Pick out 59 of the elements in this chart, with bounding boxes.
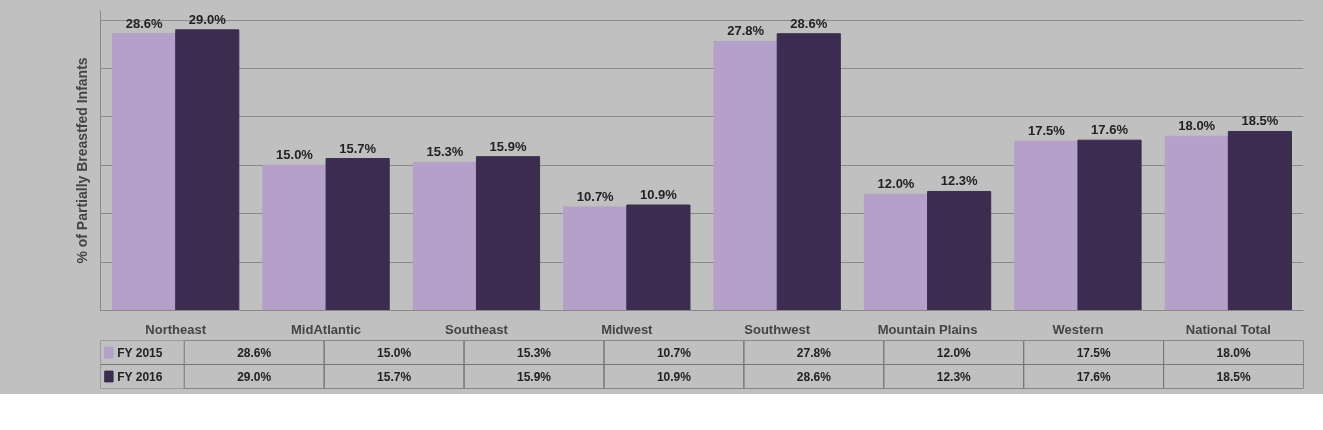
data-label: 28.6% bbox=[790, 15, 828, 31]
text: 12.3% bbox=[936, 369, 971, 384]
bar bbox=[475, 156, 541, 311]
data-label: 15.9% bbox=[489, 138, 527, 154]
bar bbox=[626, 204, 691, 311]
text: 10.9% bbox=[656, 369, 691, 384]
bar bbox=[863, 193, 929, 311]
data-label: 17.6% bbox=[1091, 122, 1129, 138]
data-label: 28.6% bbox=[125, 15, 163, 31]
x-tick-label: Southwest bbox=[744, 321, 811, 337]
bar bbox=[713, 40, 778, 311]
data-label: 15.3% bbox=[426, 144, 464, 160]
bar bbox=[927, 190, 992, 311]
bar bbox=[1014, 140, 1079, 311]
x-tick-label: Mountain Plains bbox=[877, 321, 978, 337]
text: 29.0% bbox=[237, 369, 272, 384]
text: 15.3% bbox=[516, 345, 552, 360]
text: 15.9% bbox=[516, 369, 552, 384]
bar bbox=[563, 206, 628, 311]
text: 12.0% bbox=[936, 345, 971, 360]
text: 15.7% bbox=[377, 369, 412, 384]
bar bbox=[175, 29, 240, 311]
text: 17.5% bbox=[1076, 345, 1111, 360]
bar bbox=[1077, 139, 1142, 311]
data-label: 10.7% bbox=[576, 188, 615, 204]
legend-label: FY 2015 bbox=[117, 345, 163, 360]
y-axis-title: % of Partially Breastfed Infants bbox=[73, 57, 90, 264]
text: 18.5% bbox=[1216, 369, 1251, 384]
data-label: 18.5% bbox=[1241, 113, 1279, 129]
data-label: 12.3% bbox=[940, 173, 979, 189]
bar bbox=[412, 161, 477, 311]
text: 10.7% bbox=[656, 345, 691, 360]
text: 28.6% bbox=[237, 345, 272, 360]
data-label: 17.5% bbox=[1027, 123, 1066, 139]
text: 28.6% bbox=[796, 369, 831, 384]
x-tick-label: Midwest bbox=[601, 321, 654, 337]
data-label: 29.0% bbox=[188, 11, 227, 27]
text: 27.8% bbox=[796, 345, 831, 360]
x-tick-label: National Total bbox=[1185, 321, 1271, 337]
data-label: 12.0% bbox=[877, 176, 915, 192]
text: 17.6% bbox=[1076, 369, 1111, 384]
bar bbox=[1227, 130, 1292, 311]
bar bbox=[325, 158, 390, 311]
x-tick-label: Southeast bbox=[445, 321, 509, 337]
bar bbox=[112, 33, 177, 311]
data-label: 15.0% bbox=[276, 147, 314, 163]
data-label: 27.8% bbox=[727, 23, 765, 39]
text: 15.0% bbox=[377, 345, 412, 360]
text: 18.0% bbox=[1216, 345, 1251, 360]
x-tick-label: Western bbox=[1052, 321, 1104, 337]
x-tick-label: MidAtlantic bbox=[291, 321, 362, 337]
data-label: 15.7% bbox=[339, 140, 377, 156]
bar bbox=[1164, 135, 1229, 311]
legend-label: FY 2016 bbox=[117, 369, 163, 384]
x-tick-label: Northeast bbox=[145, 321, 207, 337]
data-label: 18.0% bbox=[1178, 118, 1216, 134]
data-label: 10.9% bbox=[639, 187, 678, 203]
bar bbox=[776, 33, 841, 311]
bar bbox=[262, 164, 327, 311]
